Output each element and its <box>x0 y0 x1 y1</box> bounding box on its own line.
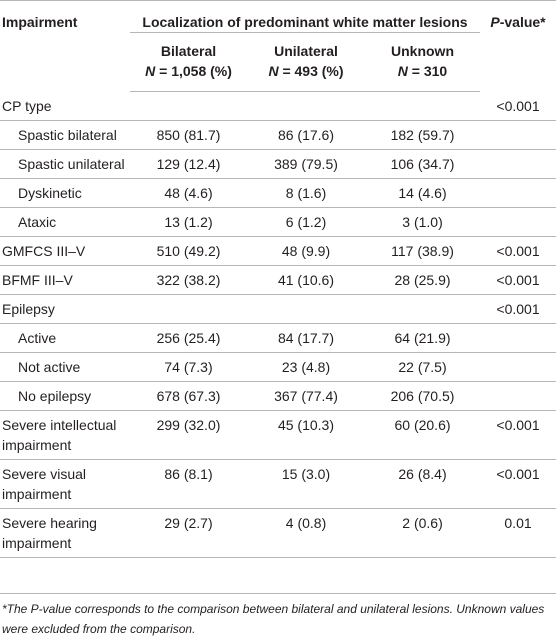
cell-unilateral: 15 (3.0) <box>247 459 365 509</box>
cell-unknown <box>365 91 481 121</box>
cell-unilateral <box>247 91 365 121</box>
row-label: Spastic bilateral <box>0 120 130 150</box>
table-row: Epilepsy <0.001 <box>0 294 556 324</box>
row-label: Dyskinetic <box>0 178 130 208</box>
header-unilateral: Unilateral N = 493 (%) <box>247 32 365 92</box>
cell-unknown <box>365 294 481 324</box>
cell-unknown: 26 (8.4) <box>365 459 481 509</box>
cell-unilateral: 86 (17.6) <box>247 120 365 150</box>
cell-bilateral <box>130 91 247 121</box>
cell-unknown: 60 (20.6) <box>365 410 481 460</box>
results-table: Impairment Localization of predominant w… <box>0 0 556 558</box>
cell-unilateral: 367 (77.4) <box>247 381 365 411</box>
cell-bilateral: 86 (8.1) <box>130 459 247 509</box>
cell-pvalue: <0.001 <box>480 236 556 266</box>
row-label: Severe hearing impairment <box>0 508 130 558</box>
cell-unilateral: 8 (1.6) <box>247 178 365 208</box>
cell-bilateral: 678 (67.3) <box>130 381 247 411</box>
cell-bilateral: 256 (25.4) <box>130 323 247 353</box>
table-row: Severe visual impairment 86 (8.1) 15 (3.0)… <box>0 459 556 509</box>
cell-pvalue <box>480 381 556 411</box>
cell-pvalue <box>480 352 556 382</box>
cell-bilateral: 299 (32.0) <box>130 410 247 460</box>
table-row: Spastic bilateral 850 (81.7) 86 (17.6) 182 … <box>0 120 556 150</box>
cell-unknown: 2 (0.6) <box>365 508 481 558</box>
table-row: Spastic unilateral 129 (12.4) 389 (79.5) 10… <box>0 149 556 179</box>
row-label: Ataxic <box>0 207 130 237</box>
cell-unknown: 182 (59.7) <box>365 120 481 150</box>
cell-bilateral: 850 (81.7) <box>130 120 247 150</box>
cell-pvalue: 0.01 <box>480 508 556 558</box>
cell-unilateral: 41 (10.6) <box>247 265 365 295</box>
cell-pvalue: <0.001 <box>480 410 556 460</box>
header-unknown: Unknown N = 310 <box>365 32 481 92</box>
header-bilateral: Bilateral N = 1,058 (%) <box>130 32 247 92</box>
cell-pvalue <box>480 207 556 237</box>
table-row: Not active 74 (7.3) 23 (4.8) 22 (7.5) <box>0 352 556 382</box>
header-pvalue: P-value* <box>480 0 556 92</box>
cell-pvalue <box>480 149 556 179</box>
table-row: No epilepsy 678 (67.3) 367 (77.4) 206 (70.5… <box>0 381 556 411</box>
table-row: CP type <0.001 <box>0 91 556 121</box>
cell-bilateral: 48 (4.6) <box>130 178 247 208</box>
row-label: CP type <box>0 91 130 121</box>
table-row: GMFCS III–V 510 (49.2) 48 (9.9) 117 (38.9) <… <box>0 236 556 266</box>
row-label: Epilepsy <box>0 294 130 324</box>
cell-pvalue <box>480 120 556 150</box>
cell-unilateral: 45 (10.3) <box>247 410 365 460</box>
cell-unknown: 64 (21.9) <box>365 323 481 353</box>
cell-unilateral <box>247 294 365 324</box>
cell-bilateral: 510 (49.2) <box>130 236 247 266</box>
table-body: CP type <0.001 Spastic bilateral 850 (81.7)… <box>0 91 556 558</box>
cell-pvalue <box>480 323 556 353</box>
table-row: Dyskinetic 48 (4.6) 8 (1.6) 14 (4.6) <box>0 178 556 208</box>
table-footnote: *The P-value corresponds to the comparis… <box>2 602 545 636</box>
row-label: GMFCS III–V <box>0 236 130 266</box>
cell-bilateral: 129 (12.4) <box>130 149 247 179</box>
row-label: Not active <box>0 352 130 382</box>
cell-unknown: 206 (70.5) <box>365 381 481 411</box>
cell-unknown: 106 (34.7) <box>365 149 481 179</box>
row-label: No epilepsy <box>0 381 130 411</box>
cell-unilateral: 84 (17.7) <box>247 323 365 353</box>
row-label: Active <box>0 323 130 353</box>
cell-unilateral: 23 (4.8) <box>247 352 365 382</box>
table-row: BFMF III–V 322 (38.2) 41 (10.6) 28 (25.9) <0… <box>0 265 556 295</box>
cell-bilateral <box>130 294 247 324</box>
cell-bilateral: 74 (7.3) <box>130 352 247 382</box>
cell-unknown: 22 (7.5) <box>365 352 481 382</box>
cell-unilateral: 4 (0.8) <box>247 508 365 558</box>
table-row: Active 256 (25.4) 84 (17.7) 64 (21.9) <box>0 323 556 353</box>
cell-pvalue: <0.001 <box>480 91 556 121</box>
cell-pvalue: <0.001 <box>480 294 556 324</box>
cell-unknown: 14 (4.6) <box>365 178 481 208</box>
cell-bilateral: 29 (2.7) <box>130 508 247 558</box>
header-localization: Localization of predominant white matter… <box>130 0 481 33</box>
cell-unknown: 28 (25.9) <box>365 265 481 295</box>
cell-unilateral: 389 (79.5) <box>247 149 365 179</box>
row-label: Spastic unilateral <box>0 149 130 179</box>
cell-bilateral: 322 (38.2) <box>130 265 247 295</box>
cell-pvalue: <0.001 <box>480 459 556 509</box>
row-label: Severe intellectual impairment <box>0 410 130 460</box>
footnote-divider <box>0 593 556 594</box>
cell-pvalue <box>480 178 556 208</box>
table-row: Severe intellectual impairment 299 (32.0)… <box>0 410 556 460</box>
cell-unknown: 3 (1.0) <box>365 207 481 237</box>
row-label: Severe visual impairment <box>0 459 130 509</box>
cell-unilateral: 6 (1.2) <box>247 207 365 237</box>
cell-unknown: 117 (38.9) <box>365 236 481 266</box>
table-header: Impairment Localization of predominant w… <box>0 0 556 92</box>
table-row: Ataxic 13 (1.2) 6 (1.2) 3 (1.0) <box>0 207 556 237</box>
header-impairment: Impairment <box>0 0 130 92</box>
cell-bilateral: 13 (1.2) <box>130 207 247 237</box>
row-label: BFMF III–V <box>0 265 130 295</box>
cell-pvalue: <0.001 <box>480 265 556 295</box>
cell-unilateral: 48 (9.9) <box>247 236 365 266</box>
table-row: Severe hearing impairment 29 (2.7) 4 (0.8)… <box>0 508 556 558</box>
